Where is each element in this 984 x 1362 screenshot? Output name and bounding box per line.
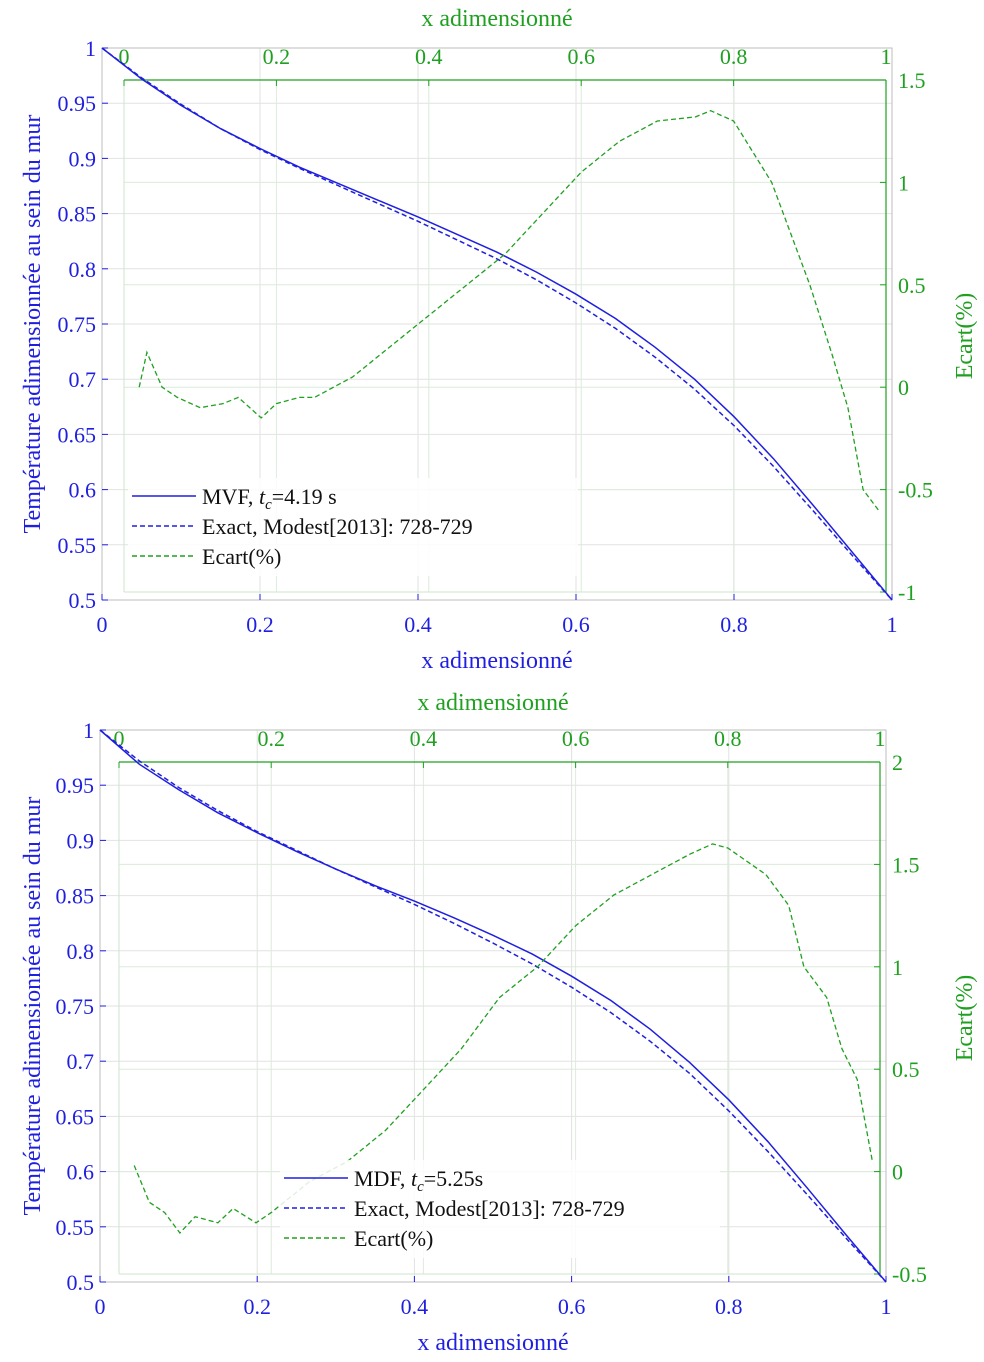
left-y-tick-label: 0.5 xyxy=(69,588,97,613)
top-x-tick-label: 0.8 xyxy=(720,44,748,69)
legend-entry-name: MDF, xyxy=(354,1166,411,1191)
left-y-tick-label: 0.85 xyxy=(58,202,97,227)
left-y-axis-label: Température adimensionnée au sein du mur xyxy=(20,797,46,1216)
bottom-x-axis-label: x adimensionné xyxy=(417,1330,568,1356)
legend-entry-name: MVF, xyxy=(202,484,259,509)
left-y-tick-label: 0.75 xyxy=(56,994,95,1019)
bottom-x-tick-label: 0.2 xyxy=(243,1294,271,1319)
legend-entry-subscript: c xyxy=(417,1179,424,1195)
bottom-x-tick-label: 0.4 xyxy=(401,1294,429,1319)
legend-entry-suffix: =4.19 s xyxy=(272,484,337,509)
right-y-tick-label: 1.5 xyxy=(898,68,926,93)
series-line-3 xyxy=(138,109,879,511)
left-y-tick-label: 0.75 xyxy=(58,312,97,337)
legend-entry-2: Exact, Modest[2013]: 728-729 xyxy=(354,1196,625,1221)
top-x-tick-label: 0.2 xyxy=(263,44,291,69)
bottom-x-tick-label: 0.8 xyxy=(720,612,748,637)
right-y-tick-label: -0.5 xyxy=(898,478,933,503)
left-y-tick-label: 0.95 xyxy=(56,773,95,798)
legend-entry-1: MDF, tc=5.25s xyxy=(354,1166,483,1195)
bottom-x-tick-label: 1 xyxy=(881,1294,892,1319)
left-y-tick-label: 0.8 xyxy=(67,939,95,964)
legend-entry-name: Ecart(%) xyxy=(354,1226,433,1251)
top-x-tick-label: 0.4 xyxy=(410,726,438,751)
right-y-tick-label: 0.5 xyxy=(898,273,926,298)
left-y-tick-label: 1 xyxy=(83,718,94,743)
left-y-tick-label: 0.7 xyxy=(69,367,97,392)
top-x-axis-label: x adimensionné xyxy=(417,690,568,716)
legend-entry-name: Exact, Modest[2013]: 728-729 xyxy=(354,1196,625,1221)
legend-entry-1: MVF, tc=4.19 s xyxy=(202,484,337,513)
chart-panel-1: 0 0.2 0.4 0.6 0.8 1 0.5 0.55 0.6 0.65 0.7 0.75 0.8 0.… xyxy=(20,6,978,674)
top-x-tick-label: 0.2 xyxy=(257,726,285,751)
top-x-tick-label: 0.8 xyxy=(714,726,742,751)
bottom-x-tick-label: 0.6 xyxy=(558,1294,586,1319)
top-x-tick-label: 0.6 xyxy=(562,726,590,751)
legend-entry-2: Exact, Modest[2013]: 728-729 xyxy=(202,514,473,539)
right-y-tick-label: -0.5 xyxy=(892,1262,927,1287)
top-x-tick-label: 0 xyxy=(119,44,130,69)
left-y-tick-label: 0.7 xyxy=(67,1049,95,1074)
left-y-tick-label: 0.9 xyxy=(67,828,95,853)
bottom-x-tick-label: 0.2 xyxy=(246,612,274,637)
bottom-x-tick-label: 1 xyxy=(887,612,898,637)
right-y-tick-label: 0 xyxy=(898,375,909,400)
bottom-x-tick-label: 0.6 xyxy=(562,612,590,637)
right-y-tick-label: 1 xyxy=(898,170,909,195)
top-x-tick-label: 0.4 xyxy=(415,44,443,69)
legend-entry-symbol: t xyxy=(411,1166,418,1191)
bottom-x-tick-label: 0 xyxy=(95,1294,106,1319)
legend-entry-subscript: c xyxy=(265,497,272,513)
left-y-tick-label: 0.85 xyxy=(56,884,95,909)
right-y-tick-label: 1.5 xyxy=(892,852,920,877)
left-y-tick-label: 0.5 xyxy=(67,1270,95,1295)
left-y-tick-label: 0.6 xyxy=(69,478,97,503)
right-y-tick-label: -1 xyxy=(898,580,916,605)
legend-box xyxy=(280,1160,720,1258)
left-y-tick-label: 0.55 xyxy=(58,533,97,558)
legend-entry-3: Ecart(%) xyxy=(354,1226,433,1251)
right-y-tick-label: 0 xyxy=(892,1160,903,1185)
legend-entry-suffix: =5.25s xyxy=(424,1166,483,1191)
left-y-axis-label: Température adimensionnée au sein du mur xyxy=(20,115,46,534)
legend-entry-symbol: t xyxy=(259,484,266,509)
left-y-tick-label: 0.6 xyxy=(67,1160,95,1185)
bottom-x-tick-label: 0.4 xyxy=(404,612,432,637)
top-x-tick-label: 0.6 xyxy=(567,44,595,69)
right-y-axis-label: Ecart(%) xyxy=(952,975,978,1062)
top-x-tick-label: 1 xyxy=(875,726,886,751)
left-y-tick-label: 0.8 xyxy=(69,257,97,282)
bottom-x-tick-label: 0.8 xyxy=(715,1294,743,1319)
left-y-tick-label: 0.65 xyxy=(56,1104,95,1129)
right-y-axis-label: Ecart(%) xyxy=(952,293,978,380)
chart-panel-2: 0 0.2 0.4 0.6 0.8 1 0.5 0.55 0.6 0.65 0.7 0.75 0.8 0.… xyxy=(20,690,978,1356)
bottom-x-axis-label: x adimensionné xyxy=(421,648,572,674)
right-y-tick-label: 0.5 xyxy=(892,1057,920,1082)
left-y-tick-label: 1 xyxy=(85,36,96,61)
right-y-tick-label: 2 xyxy=(892,750,903,775)
right-y-tick-label: 1 xyxy=(892,955,903,980)
legend-entry-3: Ecart(%) xyxy=(202,544,281,569)
left-y-tick-label: 0.9 xyxy=(69,146,97,171)
left-y-tick-label: 0.65 xyxy=(58,422,97,447)
legend-box xyxy=(128,478,578,576)
legend-entry-name: Ecart(%) xyxy=(202,544,281,569)
top-x-axis-label: x adimensionné xyxy=(421,6,572,32)
top-x-tick-label: 1 xyxy=(881,44,892,69)
bottom-x-tick-label: 0 xyxy=(97,612,108,637)
left-y-tick-label: 0.95 xyxy=(58,91,97,116)
left-y-tick-label: 0.55 xyxy=(56,1215,95,1240)
legend-entry-name: Exact, Modest[2013]: 728-729 xyxy=(202,514,473,539)
top-x-tick-label: 0 xyxy=(114,726,125,751)
